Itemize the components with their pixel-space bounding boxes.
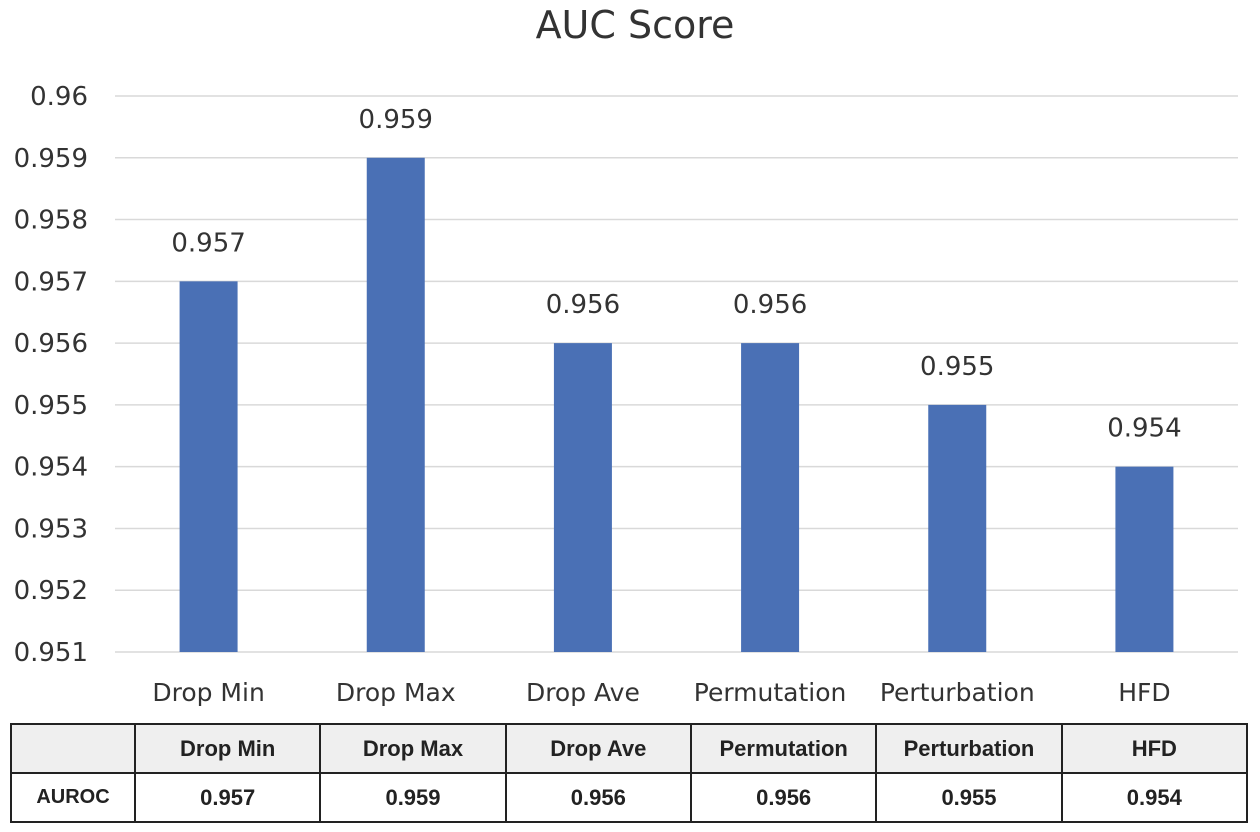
table-row-label: AUROC [10,772,136,823]
table-value-cell: 0.957 [133,772,322,823]
x-category-label: Drop Max [336,678,456,707]
bar [553,343,612,652]
bar [1115,466,1174,652]
y-tick-label: 0.951 [14,638,88,668]
data-label: 0.959 [359,105,433,135]
y-tick-label: 0.953 [14,514,88,544]
y-tick-label: 0.954 [14,453,88,483]
data-label: 0.956 [733,290,807,320]
x-axis-categories: Drop Min Drop Max Drop Ave Permutation Pertu… [152,678,1170,707]
table-corner-cell [10,723,136,774]
x-category-label: HFD [1118,678,1170,707]
table-row: AUROC 0.957 0.959 0.956 0.956 0.955 0.95… [10,772,1249,823]
x-category-label: Drop Min [152,678,264,707]
data-labels: 0.957 0.959 0.956 0.956 0.955 0.954 [171,105,1181,444]
bar [366,157,425,652]
table-value-cell: 0.959 [319,772,507,823]
x-category-label: Permutation [694,678,847,707]
y-tick-label: 0.955 [14,391,88,421]
table-value-cell: 0.956 [504,772,692,823]
y-tick-label: 0.956 [14,329,88,359]
bar [741,343,800,652]
data-label: 0.956 [546,290,620,320]
bar [179,281,238,652]
x-category-label: Drop Ave [526,678,640,707]
table-value-cell: 0.956 [689,772,878,823]
table-header-row: Drop Min Drop Max Drop Ave Permutation P… [10,723,1249,774]
table-value-cell: 0.955 [875,772,1063,823]
auc-bar-chart: AUC Score 0.951 0.952 0.953 0.954 0.955 0.956… [14,3,1238,707]
table-header-cell: HFD [1060,723,1249,774]
bars [179,157,1174,652]
bar [928,404,987,652]
table-header-cell: Drop Ave [504,723,692,774]
y-tick-label: 0.958 [14,206,88,236]
table-header-cell: Permutation [689,723,878,774]
table-header-cell: Drop Min [133,723,322,774]
y-tick-label: 0.96 [30,82,88,112]
y-axis-ticks: 0.951 0.952 0.953 0.954 0.955 0.956 0.957 0.958… [14,82,88,668]
table-header-cell: Drop Max [319,723,507,774]
data-label: 0.955 [920,352,994,382]
y-tick-label: 0.957 [14,267,88,297]
x-category-label: Perturbation [880,678,1035,707]
data-table: Drop Min Drop Max Drop Ave Permutation P… [10,723,1249,823]
gridlines [115,95,1238,653]
data-label: 0.954 [1107,414,1181,444]
data-label: 0.957 [171,228,245,258]
chart-title: AUC Score [536,3,735,47]
table-header-cell: Perturbation [875,723,1063,774]
y-tick-label: 0.959 [14,144,88,174]
y-tick-label: 0.952 [14,576,88,606]
table-value-cell: 0.954 [1060,772,1249,823]
